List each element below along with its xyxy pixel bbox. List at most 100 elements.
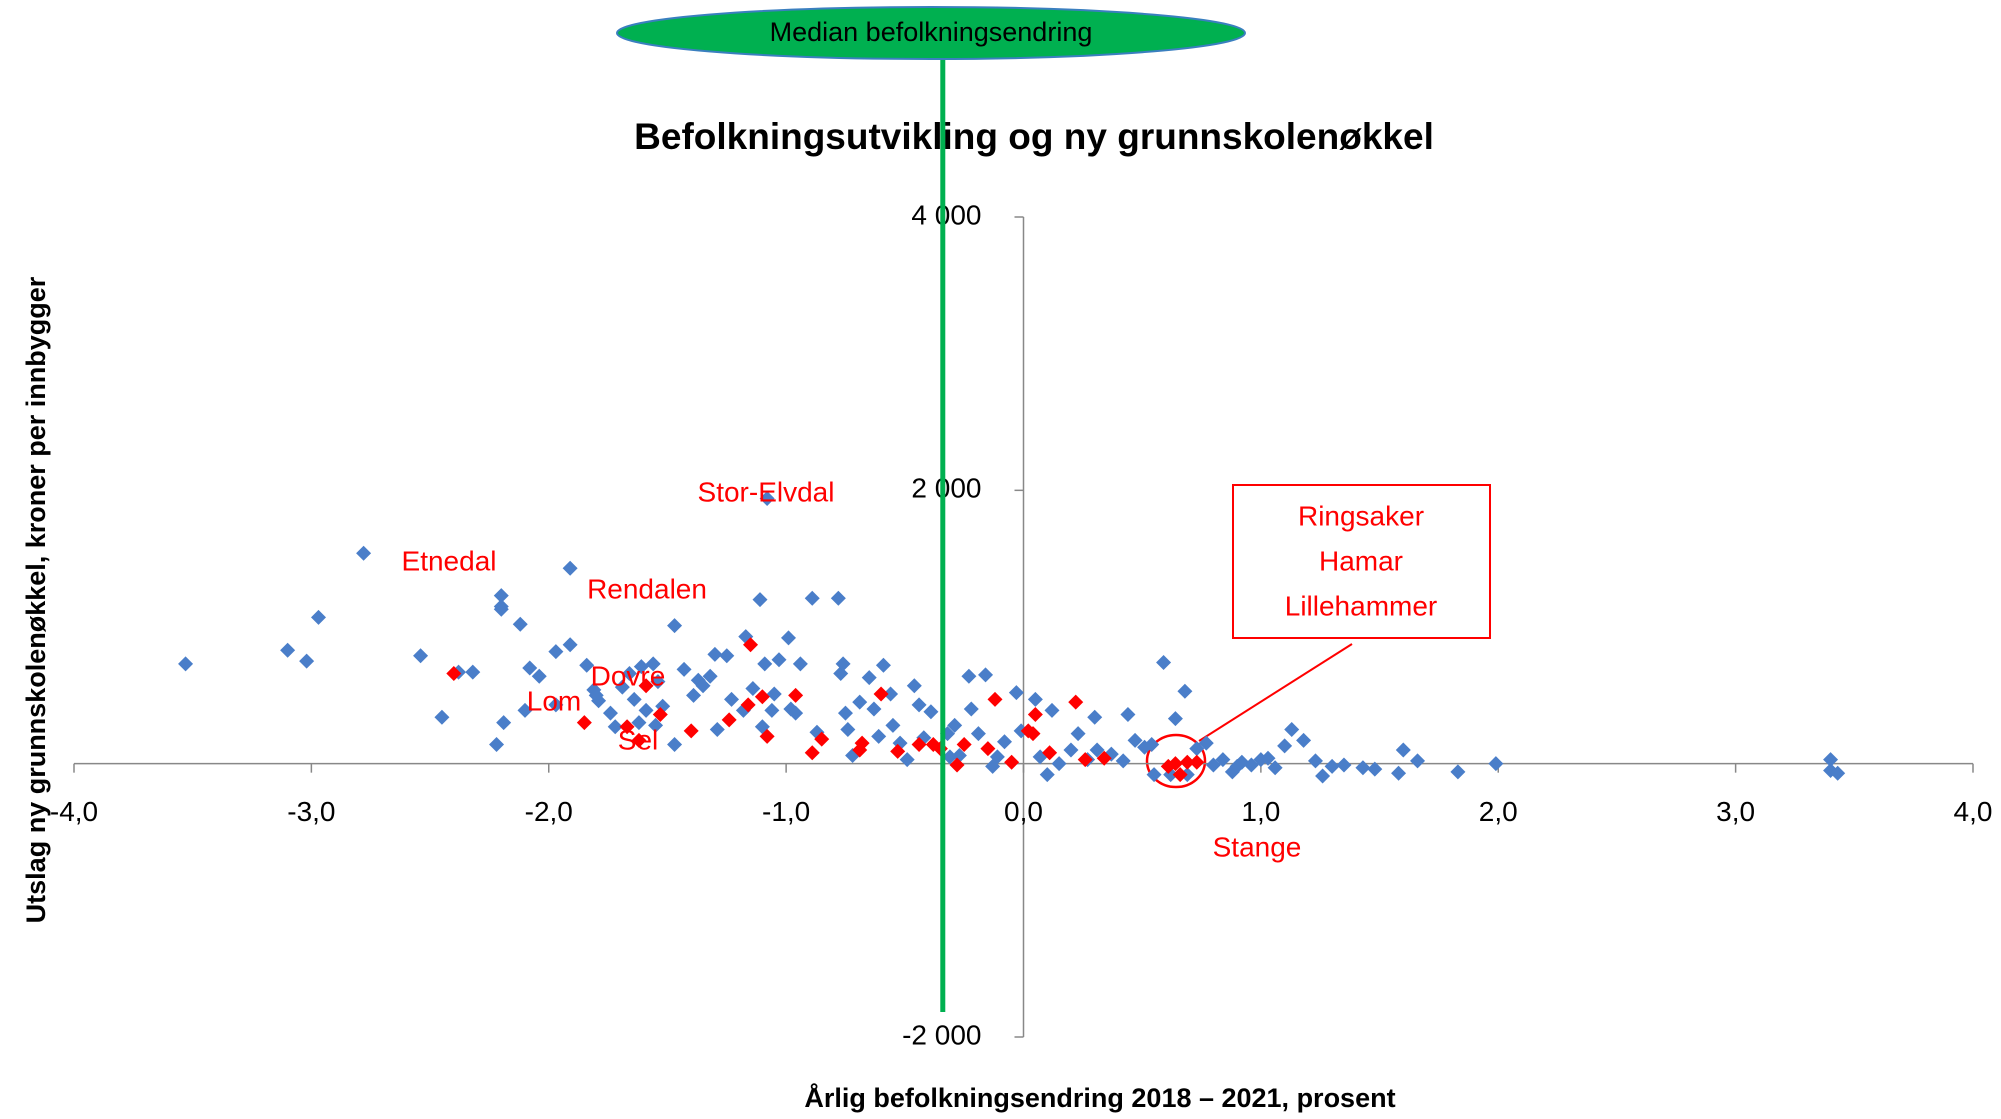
point [602,705,618,721]
point [1391,765,1407,781]
point-label: Stor-Elvdal [698,476,835,507]
point [766,686,782,702]
point [633,659,649,675]
point [1077,752,1093,768]
point [754,689,770,705]
x-tick-label: -1,0 [762,796,810,827]
point [840,722,856,737]
point [638,702,654,718]
point [1027,691,1043,707]
point [1450,764,1466,780]
x-tick-label: -3,0 [287,796,335,827]
callout-label: Ringsaker [1298,500,1424,531]
point [676,661,692,677]
point [434,709,450,725]
point [1051,756,1067,772]
median-badge [616,6,1246,60]
point [1063,742,1079,758]
point [1070,726,1086,742]
point [522,660,538,676]
point [489,737,505,753]
point [1296,732,1312,748]
point [861,670,877,686]
point [512,616,528,632]
point [1260,750,1276,766]
point [1324,758,1340,774]
point [759,491,775,507]
point [956,737,972,753]
point [759,728,775,744]
point-label: Sel [618,724,658,755]
point [548,644,564,660]
point [446,665,462,681]
point [875,657,891,673]
point [911,737,927,753]
callout-label: Hamar [1319,545,1403,576]
point [652,706,668,722]
point [576,715,592,731]
point [356,545,372,561]
point [1044,702,1060,718]
point [1144,737,1160,753]
point [1068,694,1084,710]
point-label: Rendalen [587,573,707,604]
point [911,697,927,713]
x-tick-label: 4,0 [1954,796,1993,827]
point [1025,726,1041,742]
point [1127,732,1143,748]
point [997,734,1013,750]
point [702,668,718,684]
point-label: Dovre [591,660,666,691]
point [871,728,887,744]
y-tick-label: 4 000 [911,199,981,230]
x-tick-label: 3,0 [1716,796,1755,827]
point [792,656,808,672]
point [579,657,595,673]
point [1307,753,1323,769]
x-tick-label: -4,0 [50,796,98,827]
point [695,678,711,694]
point [645,656,661,672]
point-label: Lom [527,685,581,716]
point [721,712,737,728]
point [1115,753,1131,769]
callout-label: Lillehammer [1285,590,1438,621]
y-axis-label: Utslag ny grunnskolenøkkel, kroner per i… [21,276,51,923]
point [1042,745,1058,761]
point [493,588,509,604]
point [299,653,315,669]
callout-box [1232,484,1491,639]
point-label: Stange [1213,831,1302,862]
point [883,686,899,702]
point [638,678,654,694]
point [619,719,635,735]
point [1277,738,1293,754]
point [980,741,996,757]
point [667,737,683,753]
point [724,691,740,707]
point [1087,709,1103,725]
point [686,687,702,703]
point [1172,767,1188,783]
x-tick-label: 0,0 [1004,796,1043,827]
point [1089,742,1105,758]
point [465,664,481,680]
point [280,642,296,658]
point [1177,683,1193,699]
point [970,726,986,742]
callout-line [1198,643,1353,742]
point [178,656,194,672]
median-label: Median befolkningsendring [770,17,1093,47]
point [1039,767,1055,783]
point [1367,761,1383,777]
point [788,705,804,721]
point [852,694,868,710]
point [788,687,804,703]
point [626,691,642,707]
point [1336,757,1352,773]
point [648,717,664,733]
point [745,681,761,696]
point [1488,756,1504,772]
point [1215,752,1231,768]
point [947,717,963,733]
